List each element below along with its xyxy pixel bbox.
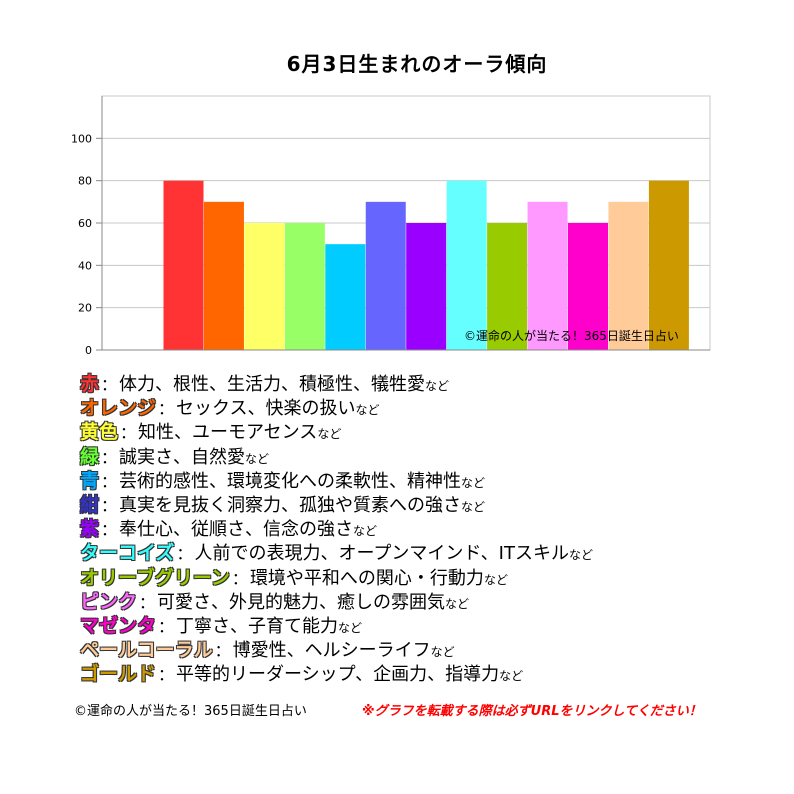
- y-tick-label: 100: [71, 132, 92, 145]
- legend-separator: ：: [214, 641, 231, 661]
- legend-color-name: ターコイズ: [80, 542, 175, 565]
- legend-separator: ：: [176, 544, 193, 564]
- legend-item: 赤：体力、根性、生活力、積極性、犠牲愛など: [80, 372, 780, 396]
- legend-suffix: など: [461, 475, 486, 490]
- bar-2: [203, 201, 244, 350]
- legend-item: ペールコーラル：博愛性、ヘルシーライフなど: [80, 638, 780, 662]
- bar-12: [608, 201, 649, 350]
- legend-item: ピンク：可愛さ、外見的魅力、癒しの雰囲気など: [80, 590, 780, 614]
- footer-link-notice: ※グラフを転載する際は必ずURLをリンクしてください！: [362, 704, 702, 719]
- legend-suffix: など: [568, 548, 593, 563]
- legend-item: オリーブグリーン：環境や平和への関心・行動力など: [80, 566, 780, 590]
- footer-copyright: ©運命の人が当たる！365日誕生日占い: [74, 704, 307, 719]
- legend-separator: ：: [101, 471, 118, 491]
- legend-color-name: 青: [80, 469, 100, 492]
- legend-description: 丁寧さ、子育て能力: [176, 615, 339, 637]
- legend-color-name: 赤: [80, 373, 100, 395]
- legend-item: 紺：真実を見抜く洞察力、孤独や質素への強さなど: [80, 493, 780, 517]
- legend-separator: ：: [101, 520, 118, 540]
- legend-separator: ：: [120, 423, 137, 443]
- y-tick-label: 0: [85, 344, 92, 357]
- legend-color-name: ペールコーラル: [80, 639, 213, 662]
- legend-description: 可愛さ、外見的魅力、癒しの雰囲気: [157, 591, 446, 613]
- legend-separator: ：: [139, 592, 156, 612]
- legend-color-name: 緑: [80, 445, 100, 468]
- legend-separator: ：: [101, 495, 118, 515]
- legend-color-name: オリーブグリーン: [80, 566, 230, 589]
- legend-description: 誠実さ、自然愛: [119, 446, 246, 468]
- bar-4: [284, 223, 325, 350]
- legend-color-name: 紫: [80, 518, 100, 541]
- bar-8: [446, 180, 487, 350]
- bar-7: [406, 223, 447, 350]
- bar-10: [527, 201, 568, 350]
- chart-watermark: ©運命の人が当たる！365日誕生日占い: [464, 328, 679, 343]
- legend-item: 黄色：知性、ユーモアセンスなど: [80, 420, 780, 444]
- legend-description: 真実を見抜く洞察力、孤独や質素への強さ: [119, 494, 462, 516]
- legend-separator: ：: [101, 447, 118, 467]
- legend-item: ターコイズ：人前での表現力、オープンマインド、ITスキルなど: [80, 541, 780, 565]
- legend-color-name: マゼンタ: [80, 614, 157, 637]
- legend-item: オレンジ：セックス、快楽の扱いなど: [80, 396, 780, 420]
- legend-suffix: など: [338, 620, 363, 635]
- legend-suffix: など: [499, 669, 524, 684]
- legend-description: 平等的リーダーシップ、企画力、指導力: [176, 664, 500, 686]
- y-tick-label: 40: [78, 259, 92, 272]
- legend-suffix: など: [353, 524, 378, 539]
- y-tick-label: 20: [78, 302, 92, 315]
- aura-legend: 赤：体力、根性、生活力、積極性、犠牲愛など オレンジ：セックス、快楽の扱いなど 黄色…: [80, 372, 780, 686]
- legend-description: 環境や平和への関心・行動力: [249, 567, 484, 589]
- bar-layer: [163, 180, 689, 350]
- legend-description: 博愛性、ヘルシーライフ: [232, 640, 431, 662]
- legend-item: 緑：誠実さ、自然愛など: [80, 445, 780, 469]
- legend-description: 奉仕心、従順さ、信念の強さ: [119, 519, 354, 541]
- bar-6: [365, 201, 406, 350]
- legend-suffix: など: [245, 451, 270, 466]
- legend-description: セックス、快楽の扱い: [176, 398, 356, 420]
- bar-9: [487, 223, 528, 350]
- legend-color-name: 紺: [80, 493, 100, 516]
- bar-3: [244, 223, 285, 350]
- legend-color-name: 黄色: [80, 421, 119, 444]
- legend-separator: ：: [158, 665, 175, 685]
- chart-title: 6月3日生まれのオーラ傾向: [286, 52, 548, 76]
- legend-item: マゼンタ：丁寧さ、子育て能力など: [80, 614, 780, 638]
- legend-item: ゴールド：平等的リーダーシップ、企画力、指導力など: [80, 662, 780, 686]
- legend-separator: ：: [231, 568, 248, 588]
- legend-color-name: ゴールド: [80, 663, 157, 686]
- legend-item: 青：芸術的感性、環境変化への柔軟性、精神性など: [80, 469, 780, 493]
- legend-separator: ：: [158, 616, 175, 636]
- aura-bar-chart: 0 20 40 60 80 100 ©運命の人が当たる！365日誕生日占い: [71, 95, 711, 357]
- legend-color-name: オレンジ: [80, 397, 157, 420]
- tick-layer: 0 20 40 60 80 100: [71, 96, 710, 357]
- legend-description: 体力、根性、生活力、積極性、犠牲愛: [119, 374, 426, 395]
- legend-item: 紫：奉仕心、従順さ、信念の強さなど: [80, 517, 780, 541]
- legend-suffix: など: [430, 645, 455, 660]
- legend-color-name: ピンク: [80, 590, 138, 613]
- legend-description: 芸術的感性、環境変化への柔軟性、精神性: [119, 470, 462, 492]
- legend-suffix: など: [483, 572, 508, 587]
- bar-1: [163, 180, 204, 350]
- bar-11: [568, 223, 608, 350]
- legend-description: 人前での表現力、オープンマインド、ITスキル: [194, 543, 569, 565]
- legend-description: 知性、ユーモアセンス: [138, 422, 318, 444]
- legend-separator: ：: [101, 375, 118, 394]
- bar-13: [648, 180, 689, 350]
- legend-suffix: など: [461, 499, 486, 514]
- bar-5: [325, 244, 366, 350]
- legend-suffix: など: [425, 379, 450, 393]
- legend-suffix: など: [355, 403, 380, 418]
- y-tick-label: 60: [78, 217, 92, 230]
- legend-suffix: など: [445, 596, 470, 611]
- y-tick-label: 80: [78, 175, 92, 188]
- legend-suffix: など: [317, 427, 342, 442]
- legend-separator: ：: [158, 399, 175, 419]
